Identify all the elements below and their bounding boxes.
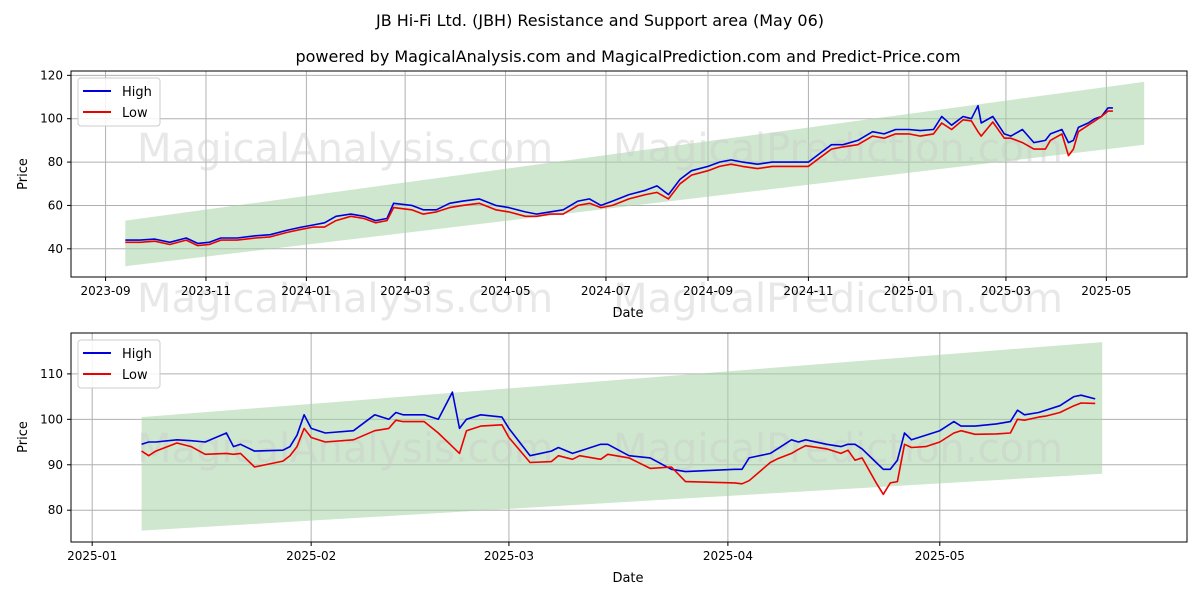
x-tick-label: 2025-05 [1081,284,1131,298]
watermark-text: MagicalAnalysis.com [137,276,553,322]
x-tick-label: 2024-01 [281,284,331,298]
bottom-chart: MagicalAnalysis.com MagicalPrediction.co… [16,332,1188,586]
top-legend: High Low [77,77,161,127]
x-tick-label: 2023-11 [181,284,231,298]
bottom-series [141,391,1096,496]
high-price-line [125,104,1113,245]
legend-label-high: High [122,347,152,362]
legend-label-high: High [122,85,152,100]
bottom-y-axis-label: Price [16,421,31,453]
watermark-text: MagicalAnalysis.com [137,426,553,472]
watermark-text: MagicalAnalysis.com [137,126,553,172]
x-tick-label: 2025-02 [286,549,336,563]
legend-label-low: Low [122,106,148,121]
x-tick-label: 2025-04 [703,549,753,563]
top-axes-frame [70,70,1188,278]
support-resistance-band [141,342,1103,531]
bottom-legend: High Low [77,339,161,389]
y-tick-label: 80 [48,503,63,517]
bottom-x-axis-label: Date [612,571,643,586]
x-tick-label: 2023-09 [80,284,130,298]
chart-title: JB Hi-Fi Ltd. (JBH) Resistance and Suppo… [375,11,824,30]
y-tick-label: 90 [48,458,63,472]
top-y-axis-label: Price [16,158,31,190]
bottom-ticks: 2025-01 2025-02 2025-03 2025-04 2025-05 80 90 1… [40,367,965,563]
x-tick-label: 2025-03 [981,284,1031,298]
y-tick-label: 100 [40,112,63,126]
x-tick-label: 2024-07 [581,284,631,298]
chart-subtitle: powered by MagicalAnalysis.com and Magic… [295,47,960,66]
watermark-text: MagicalPrediction.com [613,126,1063,172]
x-tick-label: 2024-05 [480,284,530,298]
top-watermarks: MagicalAnalysis.com MagicalPrediction.co… [137,126,1063,322]
y-tick-label: 60 [48,198,63,212]
top-chart: MagicalAnalysis.com MagicalPrediction.co… [16,68,1188,322]
top-series [125,104,1113,247]
y-tick-label: 80 [48,155,63,169]
x-tick-label: 2025-05 [915,549,965,563]
watermark-text: MagicalPrediction.com [613,426,1063,472]
high-price-line [141,391,1096,473]
x-tick-label: 2024-11 [783,284,833,298]
legend-label-low: Low [122,368,148,383]
bottom-axes-frame [70,332,1188,543]
x-tick-label: 2025-03 [484,549,534,563]
x-tick-label: 2025-01 [884,284,934,298]
watermark-text: MagicalPrediction.com [613,276,1063,322]
y-tick-label: 110 [40,367,63,381]
x-tick-label: 2024-09 [683,284,733,298]
top-ticks: 2023-09 2023-11 2024-01 2024-03 2024-05 2024-… [40,68,1131,298]
bottom-watermarks: MagicalAnalysis.com MagicalPrediction.co… [137,426,1063,472]
top-x-axis-label: Date [612,306,643,321]
bottom-support-resistance-band [141,342,1103,531]
y-tick-label: 120 [40,68,63,82]
x-tick-label: 2025-01 [67,549,117,563]
low-price-line [141,402,1096,496]
y-tick-label: 40 [48,242,63,256]
y-tick-label: 100 [40,412,63,426]
x-tick-label: 2024-03 [380,284,430,298]
low-price-line [125,110,1113,247]
